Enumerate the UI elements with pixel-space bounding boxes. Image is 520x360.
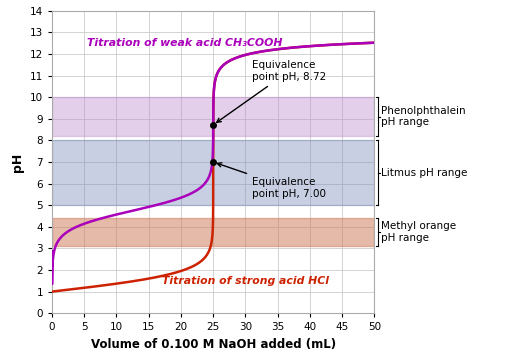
Text: Methyl orange
pH range: Methyl orange pH range (381, 221, 456, 243)
Text: Titration of weak acid CH₃COOH: Titration of weak acid CH₃COOH (87, 38, 283, 48)
Text: Litmus pH range: Litmus pH range (381, 168, 467, 178)
X-axis label: Volume of 0.100 M NaOH added (mL): Volume of 0.100 M NaOH added (mL) (90, 338, 336, 351)
Bar (52, 97, 374, 136)
Bar (52, 140, 374, 205)
Y-axis label: pH: pH (11, 152, 24, 172)
Text: Equivalence
point pH, 7.00: Equivalence point pH, 7.00 (217, 163, 326, 199)
Text: Titration of strong acid HCl: Titration of strong acid HCl (162, 276, 329, 286)
Text: Equivalence
point pH, 8.72: Equivalence point pH, 8.72 (217, 60, 326, 122)
Bar (52, 218, 374, 246)
Text: Phenolphthalein
pH range: Phenolphthalein pH range (381, 106, 465, 127)
